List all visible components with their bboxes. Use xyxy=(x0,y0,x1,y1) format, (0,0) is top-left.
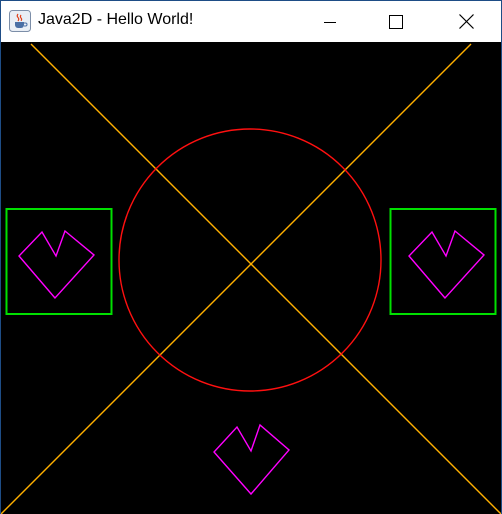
right-green-box xyxy=(389,208,497,315)
left-heart-shape xyxy=(18,229,96,300)
maximize-button[interactable] xyxy=(373,1,419,42)
bottom-heart-shape xyxy=(213,423,290,496)
minimize-button[interactable] xyxy=(307,1,353,42)
title-bar[interactable]: Java2D - Hello World! xyxy=(1,1,501,42)
close-icon xyxy=(458,14,474,29)
diagonal-line-down xyxy=(30,43,501,514)
red-circle xyxy=(118,128,382,392)
close-button[interactable] xyxy=(443,1,489,42)
maximize-icon xyxy=(389,14,403,29)
window-title: Java2D - Hello World! xyxy=(38,11,194,28)
minimize-icon xyxy=(324,21,336,23)
diagonal-line-up xyxy=(1,43,472,514)
java-cup-icon xyxy=(9,10,31,32)
drawing-canvas xyxy=(1,42,501,514)
right-heart-shape xyxy=(408,229,486,300)
left-green-box xyxy=(5,208,113,315)
